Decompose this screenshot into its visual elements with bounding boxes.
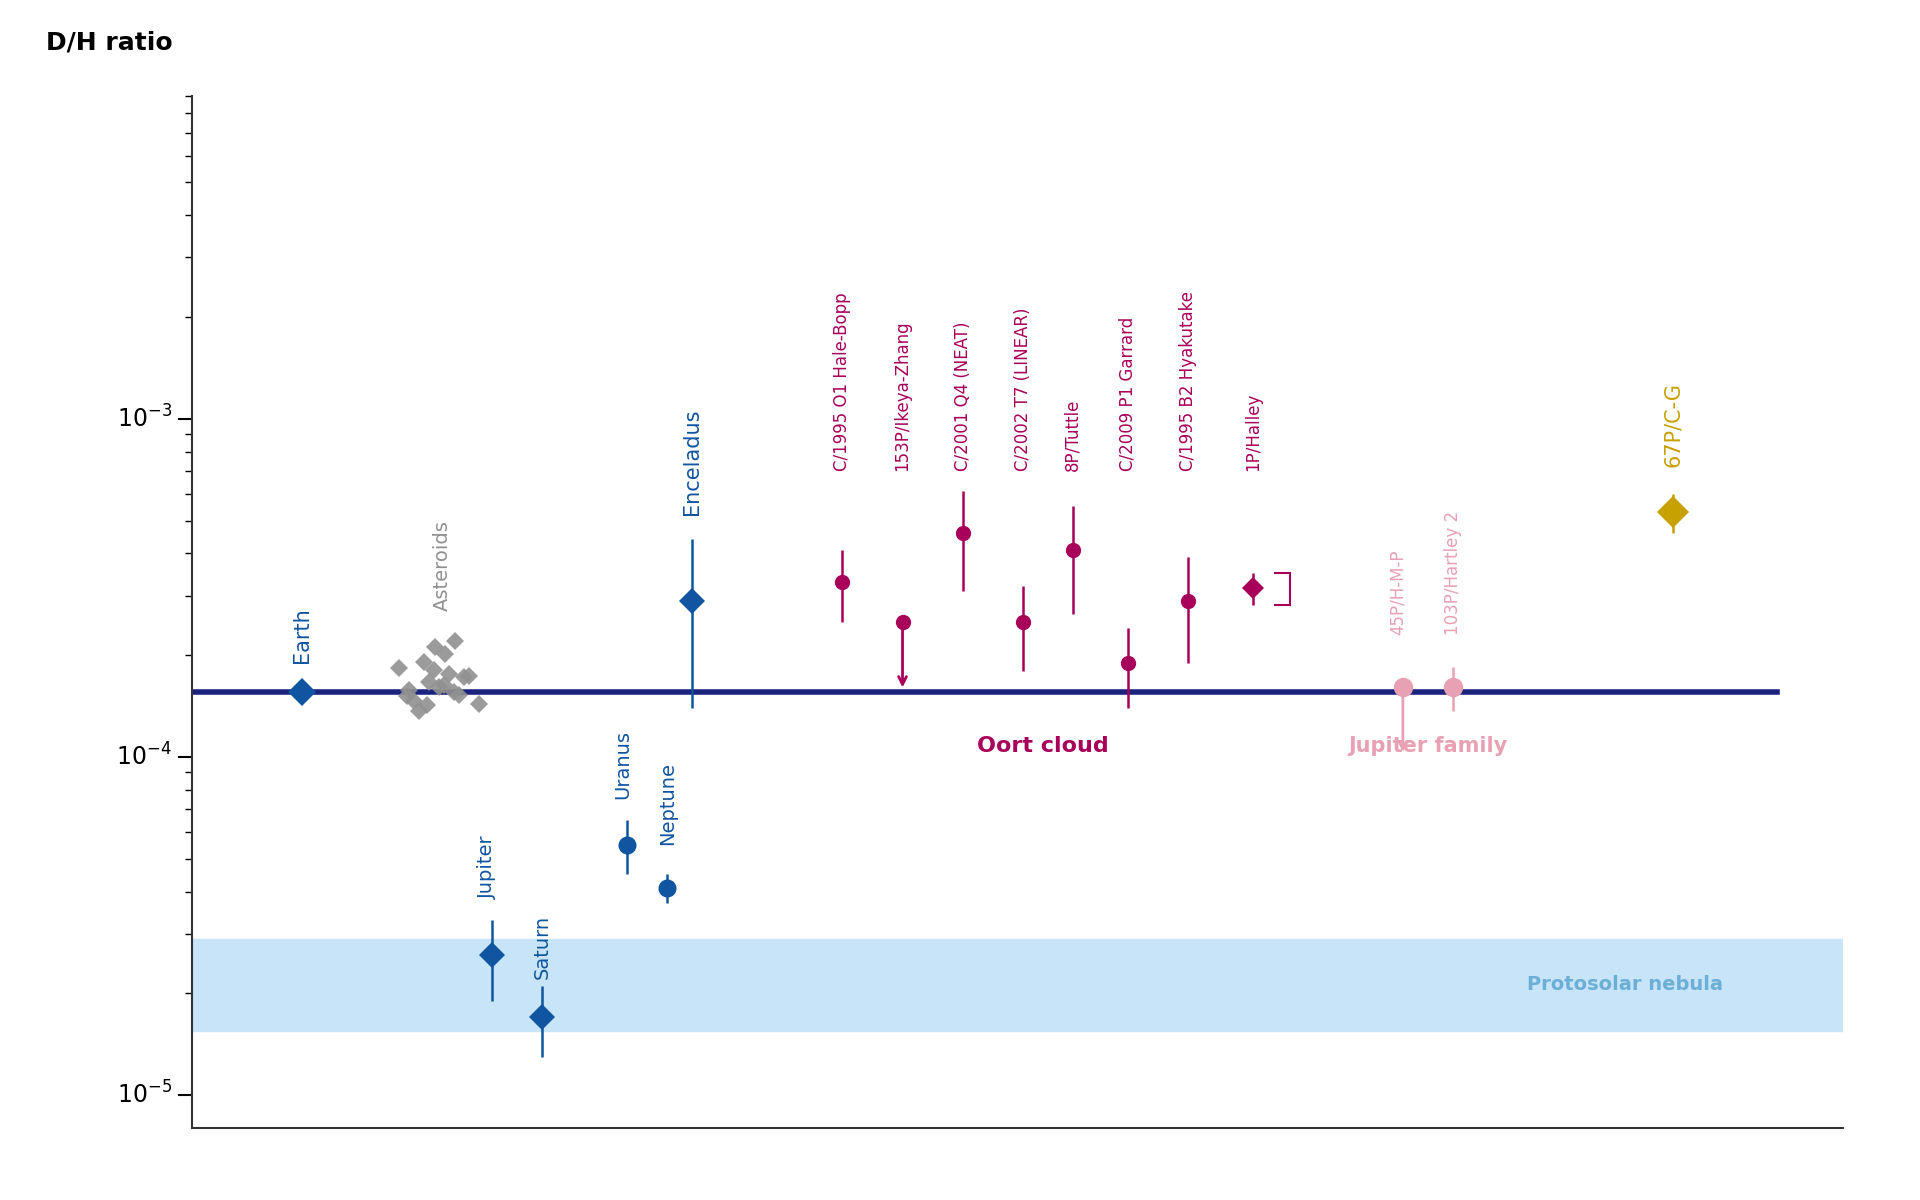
Text: Oort cloud: Oort cloud (977, 737, 1108, 756)
Text: C/2002 T7 (LINEAR): C/2002 T7 (LINEAR) (1014, 307, 1031, 472)
Text: Earth: Earth (292, 607, 313, 662)
Text: 153P/Ikeya-Zhang: 153P/Ikeya-Zhang (893, 320, 912, 472)
Text: 8P/Tuttle: 8P/Tuttle (1064, 398, 1081, 472)
Text: C/1995 B2 Hyakutake: C/1995 B2 Hyakutake (1179, 292, 1196, 472)
Text: 103P/Hartley 2: 103P/Hartley 2 (1444, 510, 1461, 635)
Text: $10^{-3}$: $10^{-3}$ (117, 406, 173, 432)
Text: C/2009 P1 Garrard: C/2009 P1 Garrard (1119, 317, 1137, 472)
Text: D/H ratio: D/H ratio (46, 31, 173, 55)
Text: Neptune: Neptune (659, 762, 678, 845)
Text: 1P/Halley: 1P/Halley (1244, 392, 1261, 472)
Text: $10^{-4}$: $10^{-4}$ (117, 743, 173, 770)
Text: 67P/C-G: 67P/C-G (1663, 382, 1684, 467)
Text: Enceladus: Enceladus (682, 408, 703, 515)
Text: Asteroids: Asteroids (432, 521, 451, 611)
Text: C/1995 O1 Hale-Bopp: C/1995 O1 Hale-Bopp (833, 293, 851, 472)
Text: Uranus: Uranus (612, 731, 632, 799)
Text: $10^{-5}$: $10^{-5}$ (117, 1081, 173, 1109)
Text: C/2001 Q4 (NEAT): C/2001 Q4 (NEAT) (954, 322, 972, 472)
Text: Jupiter family: Jupiter family (1348, 737, 1507, 756)
Text: Jupiter: Jupiter (478, 835, 497, 899)
Text: 45P/H-M-P: 45P/H-M-P (1388, 550, 1407, 635)
Text: Saturn: Saturn (532, 916, 551, 979)
Bar (192, 938, 1843, 1031)
Text: Protosolar nebula: Protosolar nebula (1526, 976, 1722, 995)
